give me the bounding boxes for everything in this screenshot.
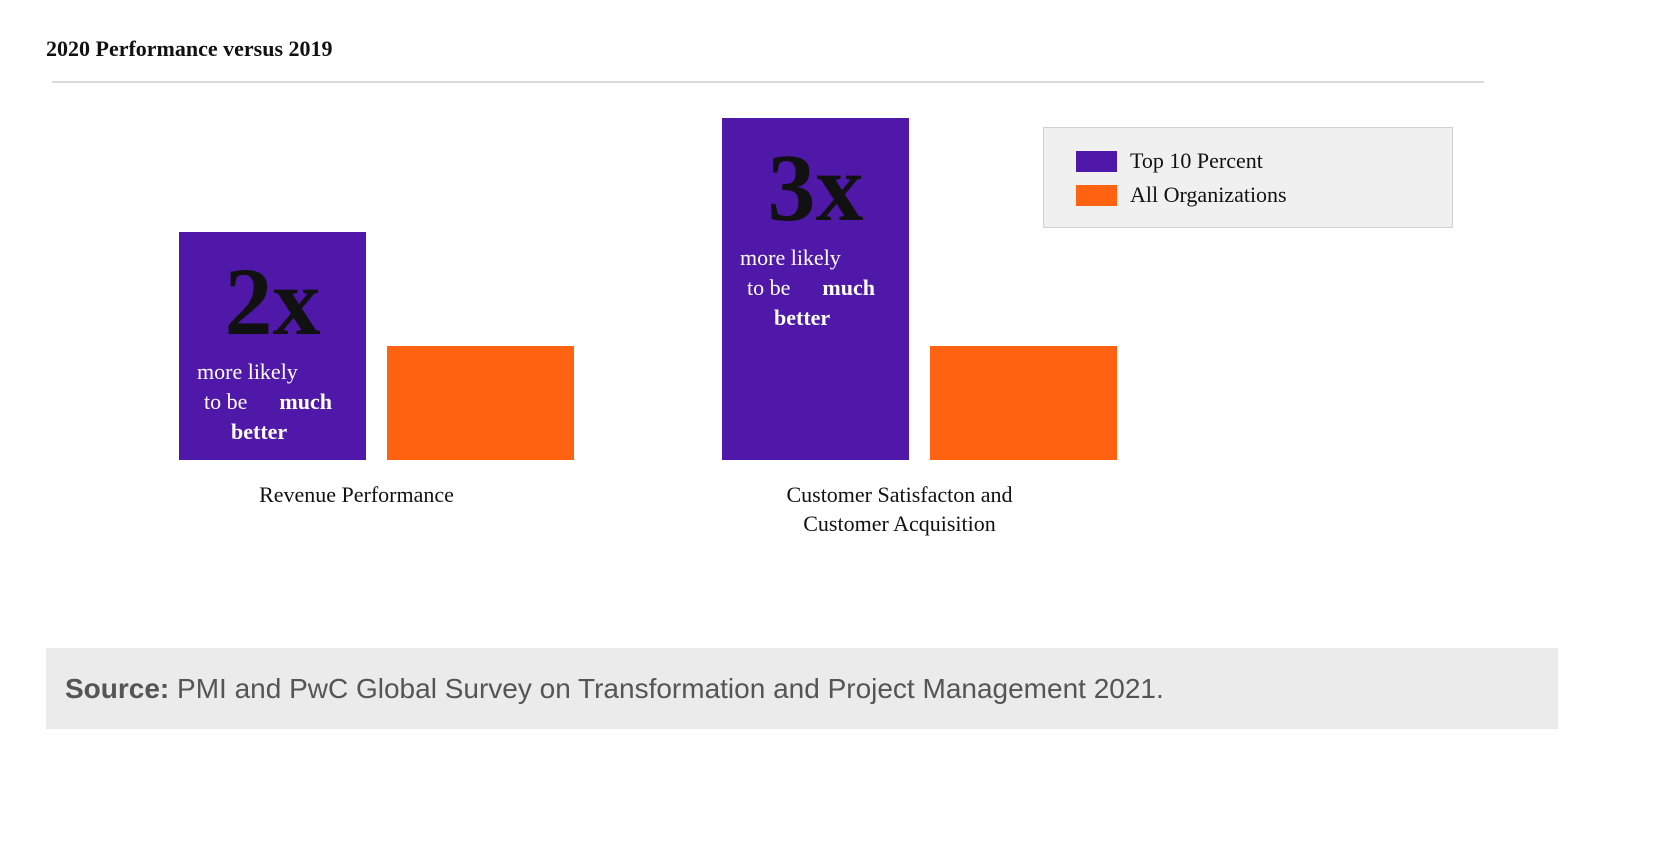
legend-swatch-all bbox=[1076, 184, 1117, 206]
annotation-emphasis: much bbox=[279, 389, 332, 414]
legend-item-top10: Top 10 Percent bbox=[1076, 148, 1263, 174]
annotation-emphasis: better bbox=[774, 305, 831, 330]
source-text: PMI and PwC Global Survey on Transformat… bbox=[177, 672, 1164, 704]
legend-label: All Organizations bbox=[1130, 182, 1287, 207]
title-divider bbox=[52, 81, 1484, 83]
category-label-line: Revenue Performance bbox=[259, 482, 454, 507]
annotation-emphasis: better bbox=[231, 419, 288, 444]
annotation-text: more likely to be much better bbox=[197, 357, 384, 447]
category-label-line: Customer Satisfacton and bbox=[786, 482, 1013, 507]
annotation-word: to be bbox=[747, 275, 791, 300]
annotation-line: more likely bbox=[197, 359, 298, 384]
annotation-line: to be much bbox=[740, 273, 927, 303]
category-label: Revenue Performance bbox=[149, 480, 564, 509]
source-label: Source: bbox=[65, 672, 170, 704]
category-label-line: Customer Acquisition bbox=[803, 511, 996, 536]
category-label: Customer Satisfacton and Customer Acquisi… bbox=[692, 480, 1107, 538]
bar-top10-1: 3x more likely to be much better bbox=[722, 118, 909, 460]
bar-all-1 bbox=[930, 346, 1117, 460]
legend-item-all: All Organizations bbox=[1076, 182, 1287, 208]
legend-swatch-top10 bbox=[1076, 150, 1117, 172]
annotation-text: more likely to be much better bbox=[740, 243, 927, 333]
multiplier-label: 2x bbox=[224, 248, 321, 355]
annotation-word: to be bbox=[204, 389, 248, 414]
chart-title: 2020 Performance versus 2019 bbox=[46, 36, 333, 61]
bar-chart: 2x more likely to be much better Revenue Perf… bbox=[149, 118, 1117, 538]
multiplier-label: 3x bbox=[767, 134, 864, 241]
annotation-line: more likely bbox=[740, 245, 841, 270]
legend: Top 10 Percent All Organizations bbox=[1043, 127, 1453, 228]
source-note: Source: PMI and PwC Global Survey on Tra… bbox=[46, 648, 1558, 729]
annotation-line: to be much bbox=[197, 387, 384, 417]
annotation-emphasis: much bbox=[822, 275, 875, 300]
bar-all-0 bbox=[387, 346, 574, 460]
legend-label: Top 10 Percent bbox=[1130, 148, 1263, 173]
bar-top10-0: 2x more likely to be much better bbox=[179, 232, 366, 460]
